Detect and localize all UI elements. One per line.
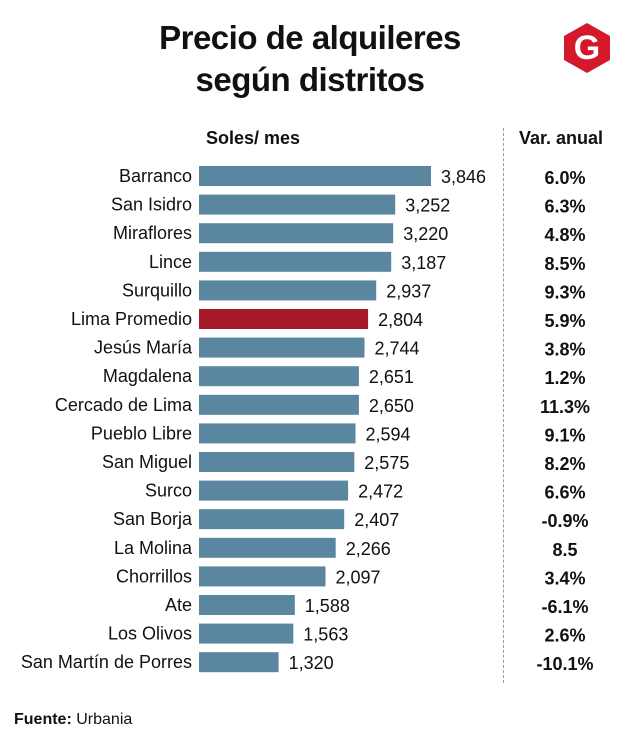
value-label-jesus-maria: 2,744: [375, 339, 420, 359]
bar-cercado-de-lima: [199, 394, 359, 415]
logo-hexagon: [564, 23, 610, 73]
value-label-chorrillos: 2,097: [336, 567, 381, 587]
bar-barranco: [199, 166, 431, 186]
category-label-los-olivos: Los Olivos: [108, 624, 192, 644]
annual-change-surco: 6.6%: [544, 483, 585, 503]
category-label-san-borja: San Borja: [113, 509, 193, 529]
bar-la-molina: [199, 537, 336, 558]
value-label-surco: 2,472: [358, 482, 403, 502]
category-label-lince: Lince: [149, 252, 192, 272]
annual-change-miraflores: 4.8%: [544, 225, 585, 245]
category-label-pueblo-libre: Pueblo Libre: [91, 423, 192, 443]
bar-lince: [199, 251, 392, 272]
bar-lima-promedio: [199, 309, 369, 329]
annual-change-jesus-maria: 3.8%: [544, 340, 585, 360]
value-label-lince: 3,187: [401, 253, 446, 273]
bar-san-miguel: [199, 452, 355, 472]
bar-chorrillos: [199, 566, 326, 587]
bar-ate: [199, 595, 295, 615]
category-label-surquillo: Surquillo: [122, 280, 192, 300]
category-label-surco: Surco: [145, 481, 192, 501]
annual-change-pueblo-libre: 9.1%: [544, 425, 585, 445]
annual-change-san-isidro: 6.3%: [544, 197, 585, 217]
source-footer: Fuente: Urbania: [14, 709, 132, 731]
annual-change-lince: 8.5%: [544, 254, 585, 274]
value-label-lima-promedio: 2,804: [378, 310, 423, 330]
bar-surquillo: [199, 280, 377, 301]
bar-magdalena: [199, 366, 359, 387]
annual-change-barranco: 6.0%: [544, 168, 585, 188]
value-label-miraflores: 3,220: [403, 224, 448, 244]
category-label-lima-promedio: Lima Promedio: [71, 309, 192, 329]
value-label-pueblo-libre: 2,594: [366, 424, 411, 444]
bar-san-martin-de-porres: [199, 652, 279, 673]
annual-change-san-borja: -0.9%: [541, 511, 588, 531]
category-label-san-isidro: San Isidro: [111, 195, 192, 215]
annual-change-cercado-de-lima: 11.3%: [540, 397, 590, 417]
category-label-miraflores: Miraflores: [113, 223, 192, 243]
footer-source: Urbania: [76, 711, 133, 728]
category-label-magdalena: Magdalena: [103, 366, 193, 386]
annual-change-chorrillos: 3.4%: [544, 568, 585, 588]
category-label-san-miguel: San Miguel: [102, 452, 192, 472]
value-label-san-martin-de-porres: 1,320: [289, 653, 334, 673]
bar-pueblo-libre: [199, 423, 356, 444]
value-label-san-miguel: 2,575: [364, 453, 409, 473]
bar-san-borja: [199, 509, 345, 530]
category-label-la-molina: La Molina: [114, 538, 193, 558]
category-label-san-martin-de-porres: San Martín de Porres: [21, 652, 192, 672]
annual-change-surquillo: 9.3%: [544, 282, 585, 302]
chart-title-line-1: Precio de alquileres: [159, 19, 461, 56]
value-label-surquillo: 2,937: [386, 281, 431, 301]
column-divider: [503, 128, 504, 683]
chart-title-line-2: según distritos: [195, 61, 425, 98]
bar-san-isidro: [199, 194, 396, 215]
value-label-magdalena: 2,651: [369, 367, 414, 387]
value-column-header: Soles/ mes: [206, 128, 301, 148]
change-column-header: Var. anual: [519, 128, 604, 148]
annual-change-lima-promedio: 5.9%: [544, 311, 585, 331]
logo-letter: G: [574, 29, 600, 67]
value-label-cercado-de-lima: 2,650: [369, 396, 414, 416]
footer-label: Fuente:: [14, 711, 72, 728]
value-label-san-borja: 2,407: [354, 510, 399, 530]
annual-change-san-martin-de-porres: -10.1%: [536, 654, 593, 674]
annual-change-ate: -6.1%: [541, 597, 588, 617]
value-label-la-molina: 2,266: [346, 539, 391, 559]
category-label-cercado-de-lima: Cercado de Lima: [55, 395, 193, 415]
category-label-ate: Ate: [165, 595, 192, 615]
value-label-barranco: 3,846: [441, 167, 486, 187]
bar-surco: [199, 480, 349, 501]
bar-los-olivos: [199, 623, 294, 644]
bar-miraflores: [199, 223, 394, 244]
annual-change-san-miguel: 8.2%: [544, 454, 585, 474]
annual-change-los-olivos: 2.6%: [544, 626, 585, 646]
value-label-san-isidro: 3,252: [405, 196, 450, 216]
category-label-chorrillos: Chorrillos: [116, 566, 192, 586]
value-label-los-olivos: 1,563: [303, 625, 348, 645]
annual-change-magdalena: 1.2%: [544, 368, 585, 388]
category-label-barranco: Barranco: [119, 166, 192, 186]
bar-jesus-maria: [199, 337, 365, 358]
annual-change-la-molina: 8.5: [552, 540, 577, 560]
value-label-ate: 1,588: [305, 596, 350, 616]
category-label-jesus-maria: Jesús María: [94, 338, 193, 358]
gestion-logo-icon: G: [564, 23, 610, 73]
